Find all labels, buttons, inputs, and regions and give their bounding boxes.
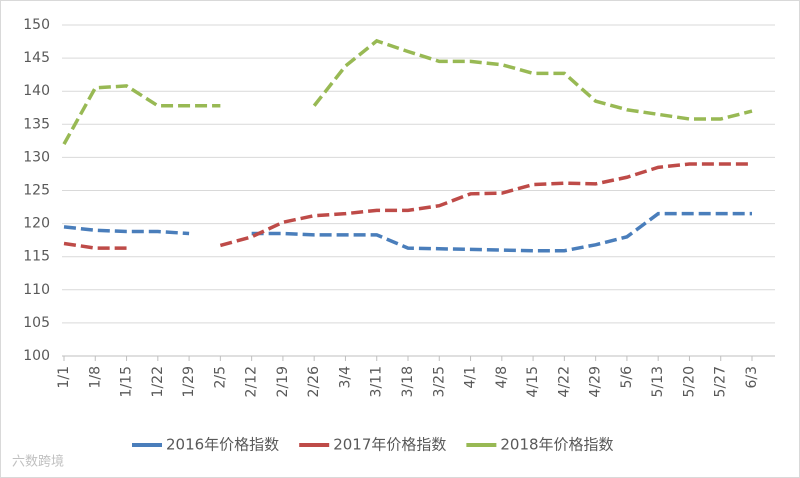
y-tick-label: 125 bbox=[23, 183, 50, 199]
x-tick-label: 3/11 bbox=[369, 366, 385, 397]
x-tick-label: 6/3 bbox=[744, 366, 760, 389]
y-tick-label: 130 bbox=[23, 149, 50, 165]
watermark: 六数跨境 bbox=[12, 455, 64, 470]
series-line bbox=[62, 38, 753, 146]
x-tick-label: 1/15 bbox=[119, 366, 135, 397]
x-tick-label: 5/20 bbox=[681, 366, 697, 397]
legend-label: 2017年价格指数 bbox=[333, 436, 446, 454]
x-tick-label: 3/4 bbox=[337, 366, 353, 389]
x-tick-label: 2/26 bbox=[306, 366, 322, 398]
x-tick-label: 4/15 bbox=[525, 366, 541, 397]
series-line bbox=[63, 211, 752, 253]
y-tick-label: 110 bbox=[23, 282, 50, 298]
y-tick-label: 145 bbox=[23, 50, 50, 66]
legend-label: 2018年价格指数 bbox=[500, 436, 613, 454]
x-tick-label: 2/5 bbox=[212, 366, 228, 389]
series-line bbox=[63, 162, 752, 250]
legend-label: 2016年价格指数 bbox=[166, 436, 279, 454]
y-tick-label: 150 bbox=[23, 17, 50, 33]
x-tick-label: 5/27 bbox=[713, 366, 729, 397]
x-tick-label: 1/22 bbox=[150, 366, 166, 397]
x-tick-label: 4/29 bbox=[588, 366, 604, 397]
x-tick-label: 5/6 bbox=[619, 366, 635, 389]
y-tick-label: 140 bbox=[23, 83, 50, 99]
x-tick-label: 1/8 bbox=[87, 366, 103, 389]
x-tick-label: 3/25 bbox=[431, 366, 447, 397]
y-tick-label: 100 bbox=[23, 348, 50, 364]
x-tick-label: 1/1 bbox=[56, 366, 72, 389]
x-tick-label: 1/29 bbox=[181, 366, 197, 397]
x-tick-label: 2/19 bbox=[275, 366, 291, 397]
x-tick-label: 5/13 bbox=[650, 366, 666, 397]
x-tick-label: 4/22 bbox=[556, 366, 572, 397]
y-tick-label: 105 bbox=[23, 315, 50, 331]
x-tick-label: 2/12 bbox=[244, 366, 260, 397]
x-tick-label: 4/8 bbox=[494, 366, 510, 389]
y-tick-label: 135 bbox=[23, 116, 50, 132]
x-tick-label: 3/18 bbox=[400, 366, 416, 397]
y-tick-label: 120 bbox=[23, 216, 50, 232]
x-tick-label: 4/1 bbox=[463, 366, 479, 389]
y-tick-label: 115 bbox=[23, 249, 50, 265]
